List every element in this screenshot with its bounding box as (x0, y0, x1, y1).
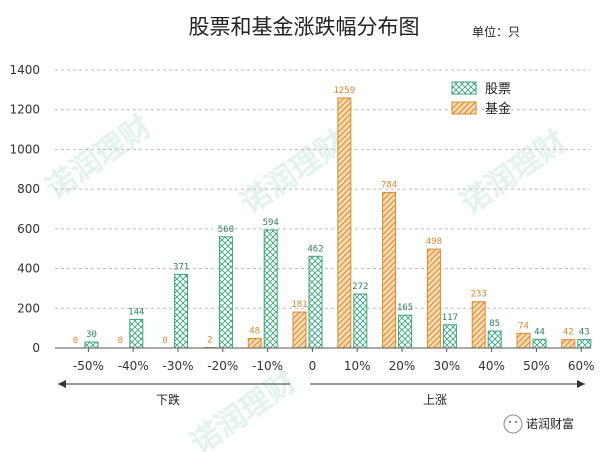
data-label-fund: 498 (426, 237, 442, 247)
chart-title: 股票和基金涨跌幅分布图 (189, 15, 420, 39)
legend: 股票 基金 (451, 81, 511, 117)
up-label: 上涨 (423, 392, 447, 407)
data-labels: 0 30 0 144 0 371 2 560 48 594 181 462 1259 272 784 165 4… (73, 86, 590, 346)
data-label-stock: 44 (534, 327, 545, 337)
data-label-fund: 181 (291, 300, 307, 310)
legend-swatch-stock (451, 81, 477, 95)
brand-name: 诺润财富 (526, 416, 574, 431)
x-tick-label: -40% (118, 359, 149, 373)
bars (84, 97, 592, 349)
data-label-fund: 0 (162, 336, 167, 346)
watermark: 诺润理财 (185, 364, 303, 452)
watermark: 诺润理财 (235, 124, 353, 221)
data-label-fund: 74 (518, 321, 529, 331)
x-tick-label: 10% (344, 359, 371, 373)
data-label-stock: 117 (442, 313, 458, 323)
y-tick-label: 200 (17, 301, 40, 315)
x-tick-label: 50% (523, 359, 550, 373)
data-label-stock: 144 (128, 307, 144, 317)
data-label-stock: 560 (218, 225, 234, 235)
y-tick-label: 0 (32, 341, 40, 355)
bar-stock (353, 293, 368, 349)
bar-stock (263, 229, 278, 349)
data-label-fund: 1259 (333, 86, 355, 96)
data-label-fund: 0 (73, 336, 78, 346)
bar-stock (218, 236, 233, 349)
x-tick-label: 40% (478, 359, 505, 373)
data-label-fund: 48 (249, 326, 260, 336)
wechat-icon (503, 414, 523, 434)
y-tick-label: 800 (17, 182, 40, 196)
unit-label: 单位：只 (472, 24, 520, 39)
bar-fund (247, 337, 262, 349)
legend-swatch-fund (451, 101, 477, 115)
bar-stock (487, 330, 502, 349)
x-tick-label: 20% (389, 359, 416, 373)
legend-label-fund: 基金 (485, 101, 511, 117)
data-label-fund: 42 (563, 328, 574, 338)
x-tick-label: -50% (73, 359, 104, 373)
bar-fund (561, 339, 576, 349)
x-tick-label: -20% (207, 359, 238, 373)
bar-fund (382, 191, 397, 349)
x-axis: -50% -40% -30% -20% -10% 0 10% 20% 30% 40% 50% 60% (55, 347, 595, 373)
bar-stock (174, 273, 189, 349)
data-label-fund: 233 (471, 290, 487, 300)
y-tick-label: 400 (17, 262, 40, 276)
bar-fund (292, 311, 307, 349)
bar-stock (442, 324, 457, 349)
bar-stock (577, 338, 592, 349)
data-label-stock: 462 (307, 244, 323, 254)
bar-stock (532, 338, 547, 349)
bar-stock (398, 314, 413, 349)
data-label-fund: 784 (381, 180, 397, 190)
data-label-stock: 165 (397, 303, 413, 313)
x-tick-label: 60% (568, 359, 595, 373)
data-label-stock: 272 (352, 282, 368, 292)
y-tick-label: 600 (17, 222, 40, 236)
bar-fund (471, 301, 486, 349)
down-label: 下跌 (156, 392, 180, 407)
data-label-stock: 371 (173, 262, 189, 272)
brand: 诺润财富 (503, 414, 574, 434)
legend-label-stock: 股票 (485, 82, 511, 97)
data-label-stock: 30 (86, 330, 97, 340)
data-label-stock: 85 (489, 319, 500, 329)
bar-stock (84, 341, 99, 349)
y-axis: 0 200 400 600 800 1000 1200 1400 (9, 63, 40, 355)
bar-fund (337, 97, 352, 349)
watermark: 诺润理财 (40, 109, 158, 206)
bar-stock (129, 318, 144, 349)
y-tick-label: 1200 (9, 103, 40, 117)
y-tick-label: 1000 (9, 142, 40, 156)
x-tick-label: -30% (162, 359, 193, 373)
y-tick-label: 1400 (9, 63, 40, 77)
x-tick-label: 30% (433, 359, 460, 373)
down-arrow: 下跌 (58, 380, 290, 407)
x-tick-label: 0 (309, 359, 317, 373)
data-label-fund: 0 (118, 336, 123, 346)
gridlines (55, 69, 590, 309)
bar-fund (516, 332, 531, 349)
bar-fund (426, 248, 441, 349)
up-arrow: 上涨 (310, 380, 585, 407)
watermark: 诺润理财 (455, 124, 573, 221)
data-label-stock: 594 (263, 218, 279, 228)
data-label-stock: 43 (579, 327, 590, 337)
x-tick-label: -10% (252, 359, 283, 373)
data-label-fund: 2 (207, 336, 212, 346)
bar-stock (308, 255, 323, 349)
